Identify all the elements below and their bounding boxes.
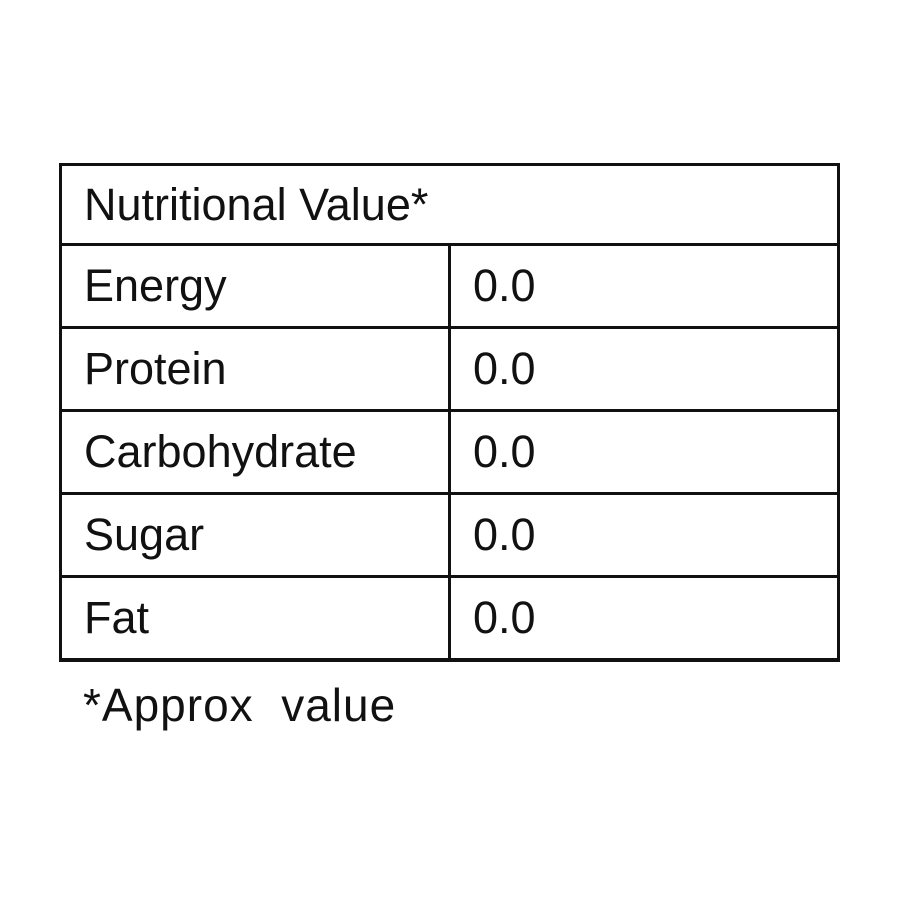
table-row: Carbohydrate 0.0 (59, 409, 840, 495)
nutrient-value: 0.0 (448, 409, 840, 495)
table-title: Nutritional Value* (59, 163, 840, 246)
nutrient-name: Fat (59, 575, 451, 662)
table-row: Protein 0.0 (59, 326, 840, 412)
nutrition-table: Nutritional Value* Energy 0.0 Protein 0.0 Ca… (59, 163, 840, 662)
nutrient-value: 0.0 (448, 326, 840, 412)
nutrient-name: Sugar (59, 492, 451, 578)
nutrient-value: 0.0 (448, 575, 840, 662)
nutrient-name: Carbohydrate (59, 409, 451, 495)
header-row: Nutritional Value* (59, 163, 840, 246)
footnote: *Approx value (83, 679, 397, 731)
nutrient-value: 0.0 (448, 492, 840, 578)
nutrient-value: 0.0 (448, 243, 840, 329)
nutrient-name: Protein (59, 326, 451, 412)
table-row: Energy 0.0 (59, 243, 840, 329)
table-row: Fat 0.0 (59, 575, 840, 662)
table-row: Sugar 0.0 (59, 492, 840, 578)
table-body: Nutritional Value* Energy 0.0 Protein 0.0 Ca… (59, 163, 840, 662)
nutrient-name: Energy (59, 243, 451, 329)
